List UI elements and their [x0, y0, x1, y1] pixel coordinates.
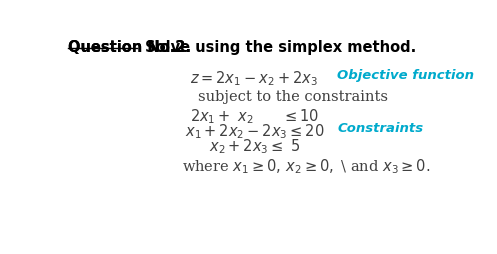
Text: Question No.2.: Question No.2.	[68, 40, 191, 55]
Text: Objective function: Objective function	[337, 69, 474, 82]
Text: $z = 2x_1 - x_2 + 2x_3$: $z = 2x_1 - x_2 + 2x_3$	[190, 69, 318, 87]
Text: Question No.2. Solve using the simplex method.: Question No.2. Solve using the simplex m…	[68, 40, 422, 55]
Text: Question No.2.: Question No.2.	[68, 40, 191, 55]
Text: Solve using the simplex method.: Solve using the simplex method.	[140, 40, 416, 55]
Text: subject to the constraints: subject to the constraints	[198, 90, 388, 103]
Text: $x_2 + 2x_3 \leq\ 5$: $x_2 + 2x_3 \leq\ 5$	[209, 136, 300, 155]
Text: $x_1 + 2x_2 - 2x_3 \leq 20$: $x_1 + 2x_2 - 2x_3 \leq 20$	[185, 122, 324, 140]
Text: where $x_1 \geq 0,\, x_2 \geq 0,$ \ and $x_3 \geq 0.$: where $x_1 \geq 0,\, x_2 \geq 0,$ \ and …	[182, 157, 430, 176]
Text: Constraints: Constraints	[337, 122, 423, 135]
Text: $2x_1 +\ x_2 \qquad \leq 10$: $2x_1 +\ x_2 \qquad \leq 10$	[190, 107, 319, 126]
